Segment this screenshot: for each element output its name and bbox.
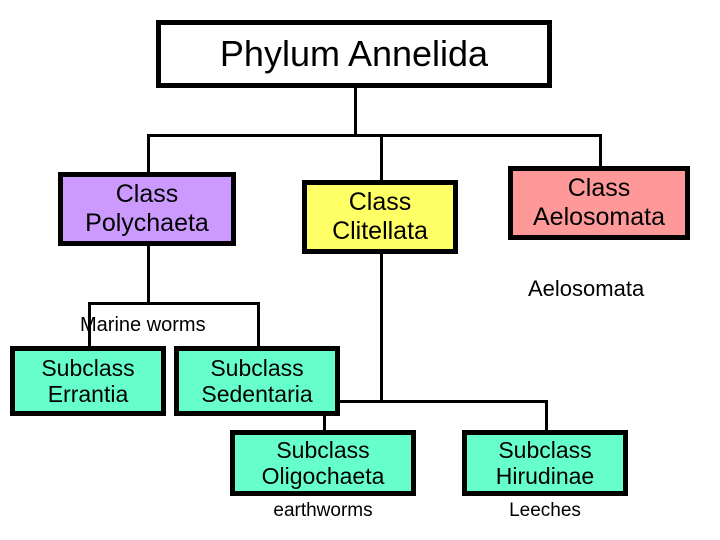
class-polychaeta: Class Polychaeta: [58, 172, 236, 246]
label-marine-worms: Marine worms: [80, 314, 206, 337]
connector: [147, 246, 150, 305]
connector: [257, 302, 260, 349]
caption-hirudinae: Leeches: [462, 500, 628, 522]
class-clitellata: Class Clitellata: [302, 180, 458, 254]
connector: [545, 400, 548, 433]
connector: [599, 134, 602, 169]
subclass-oligochaeta: Subclass Oligochaeta: [230, 430, 416, 496]
label-aelosomata: Aelosomata: [528, 276, 644, 302]
connector: [323, 400, 548, 403]
connector: [380, 254, 383, 403]
class-aelosomata: Class Aelosomata: [508, 166, 690, 240]
caption-oligochaeta: earthworms: [230, 500, 416, 522]
connector: [380, 134, 383, 183]
connector: [147, 134, 602, 137]
diagram-canvas: Phylum Annelida Class Polychaeta Class Cli…: [0, 0, 720, 540]
connector: [147, 134, 150, 175]
connector: [354, 88, 357, 137]
connector: [88, 302, 260, 305]
subclass-errantia: Subclass Errantia: [10, 346, 166, 416]
root-phylum: Phylum Annelida: [156, 20, 552, 88]
subclass-hirudinae: Subclass Hirudinae: [462, 430, 628, 496]
subclass-sedentaria: Subclass Sedentaria: [174, 346, 340, 416]
